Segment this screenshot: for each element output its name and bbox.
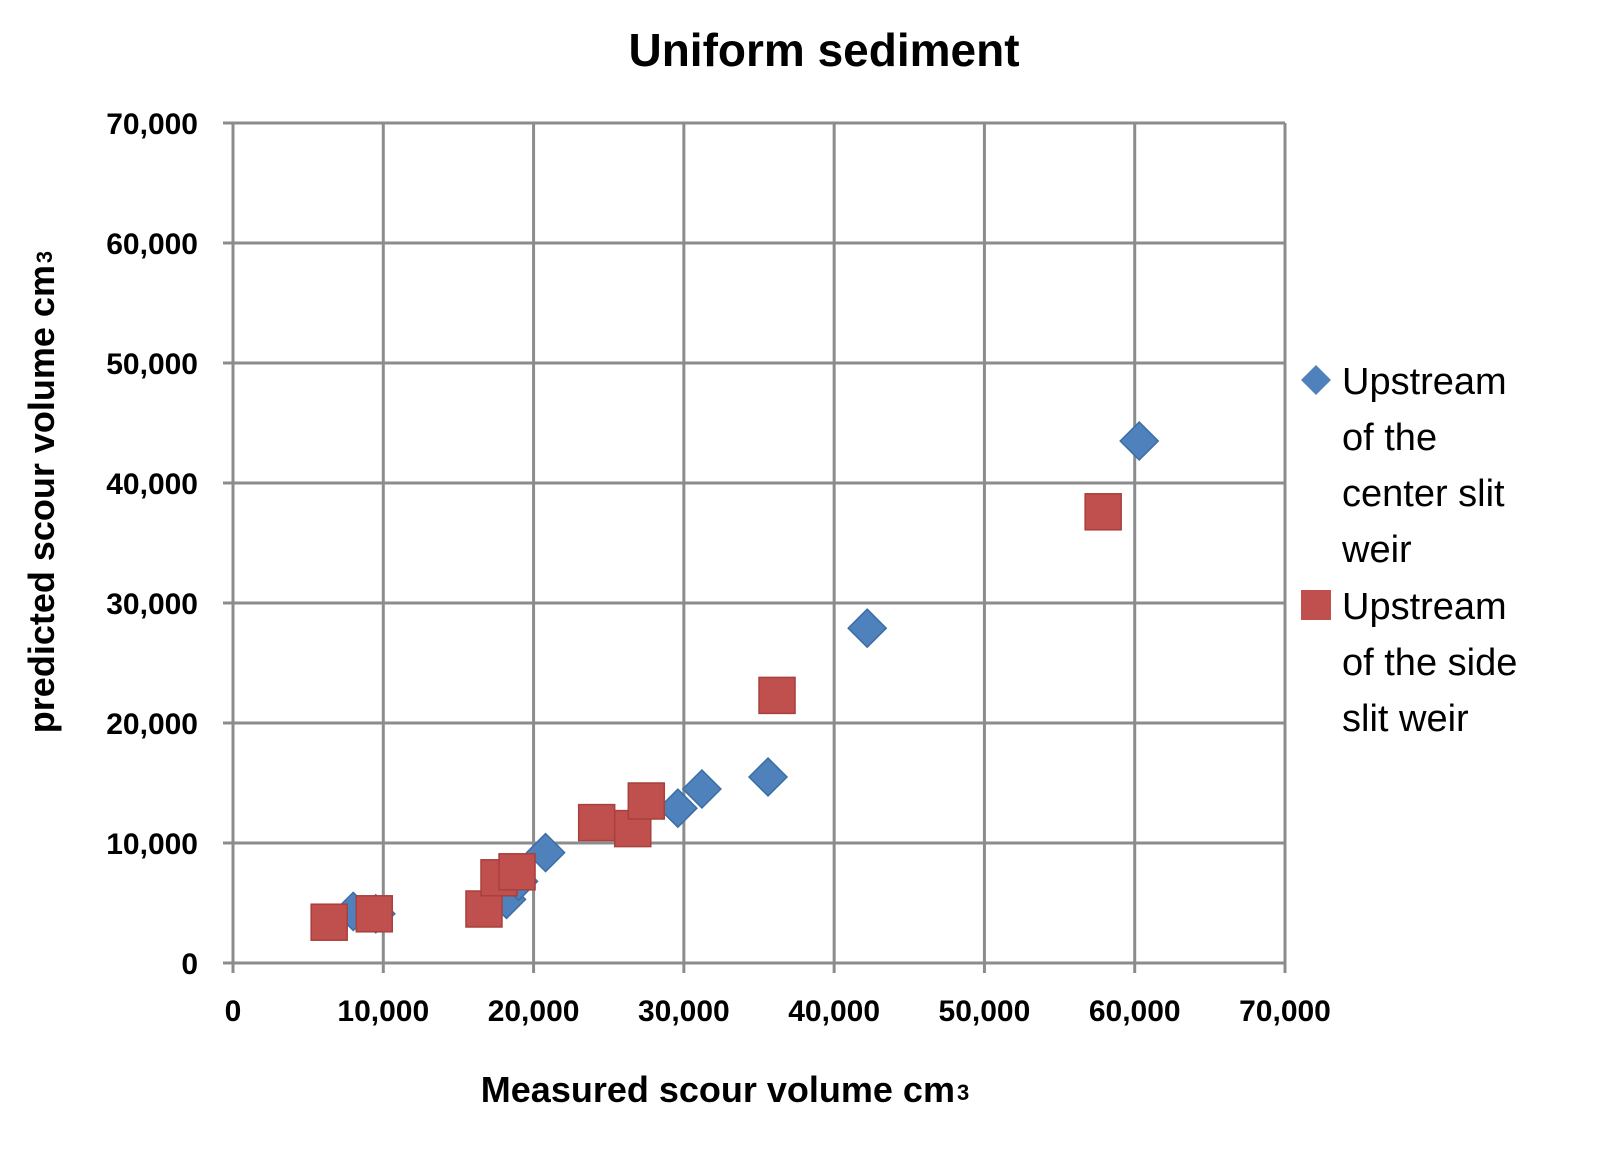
chart-title: Uniform sediment [628,24,1019,76]
plot-markers [310,420,1160,941]
y-tick-label: 40,000 [106,468,198,501]
square-marker [355,895,394,933]
x-tick-label: 30,000 [638,995,730,1028]
legend-square-icon [1301,590,1331,620]
x-tick-label: 0 [225,995,242,1028]
legend-label: Upstream of the center slit weir [1341,361,1507,571]
square-marker [758,676,796,715]
y-tick-label: 70,000 [106,108,198,141]
x-tick-label: 60,000 [1089,995,1181,1028]
x-axis-label-superscript: 3 [957,1080,969,1105]
diamond-marker [657,788,698,829]
x-tick-label: 10,000 [337,995,429,1028]
y-tick-label: 10,000 [106,828,198,861]
square-marker [577,803,616,842]
legend-item-2: Upstream of the side slit weir [1301,586,1517,740]
y-tick-label: 50,000 [106,348,198,381]
y-tick-label: 30,000 [106,588,198,621]
legend-diamond-icon [1301,365,1331,395]
square-marker [498,853,536,891]
x-tick-label: 50,000 [939,995,1031,1028]
y-tick-label: 0 [181,948,198,981]
x-tick-label: 20,000 [488,995,580,1028]
grid-lines [223,121,1287,973]
x-axis-ticks: 0 10,000 20,000 30,000 40,000 50,000 60,000 70,… [225,995,1331,1028]
diamond-marker [747,756,789,798]
series-2 [310,493,1122,941]
y-axis-label: predicted scour volume cm3 [21,251,62,733]
legend-item-1: Upstream of the center slit weir [1301,361,1507,571]
y-axis-label-superscript: 3 [32,251,57,263]
diamond-marker [847,608,888,649]
square-marker [627,782,666,820]
diamond-marker [681,768,722,810]
diamond-marker [1119,420,1160,462]
legend-label: Upstream of the side slit weir [1342,586,1517,740]
square-marker [1084,493,1122,531]
x-axis-label: Measured scour volume cm3 [481,1069,969,1110]
diamond-marker [525,832,566,873]
y-tick-label: 60,000 [106,228,198,261]
x-tick-label: 70,000 [1239,995,1331,1028]
y-tick-label: 20,000 [106,708,198,741]
square-marker [310,903,348,941]
x-tick-label: 40,000 [788,995,880,1028]
y-axis-ticks: 0 10,000 20,000 30,000 40,000 50,000 60,000 70,… [106,108,198,981]
